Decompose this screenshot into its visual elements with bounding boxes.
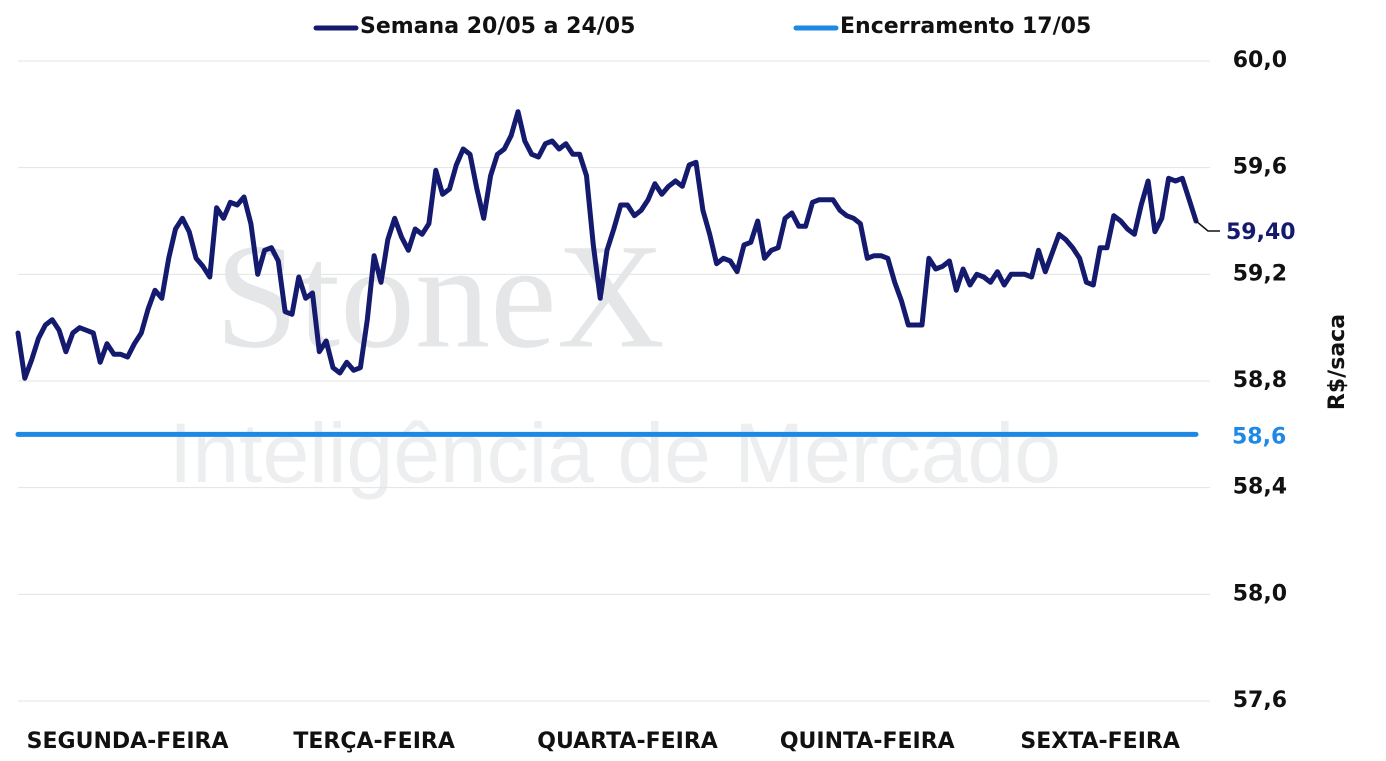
y-tick-label: 58,8 (1233, 368, 1287, 393)
y-tick-label: 60,0 (1233, 48, 1287, 73)
x-tick-label: SEXTA-FEIRA (1020, 729, 1180, 754)
x-tick-label: QUINTA-FEIRA (780, 729, 955, 754)
legend-label: Encerramento 17/05 (840, 14, 1091, 39)
reference-label: 58,6 (1232, 424, 1286, 449)
watermark: Inteligência de Mercado (169, 406, 1061, 500)
x-tick-label: TERÇA-FEIRA (293, 729, 455, 754)
y-tick-label: 59,2 (1233, 261, 1287, 286)
label-leader (1195, 220, 1220, 232)
watermark: StoneX (215, 213, 665, 379)
y-axis-label: R$/saca (1325, 314, 1350, 410)
line-series (15, 109, 1199, 381)
y-tick-label: 58,0 (1233, 581, 1287, 606)
y-tick-label: 59,6 (1233, 155, 1287, 180)
y-tick-label: 58,4 (1233, 475, 1287, 500)
x-tick-label: QUARTA-FEIRA (537, 729, 718, 754)
legend-label: Semana 20/05 a 24/05 (360, 14, 635, 39)
x-tick-label: SEGUNDA-FEIRA (27, 729, 229, 754)
end-value-label: 59,40 (1226, 220, 1296, 245)
y-tick-label: 57,6 (1233, 688, 1287, 713)
